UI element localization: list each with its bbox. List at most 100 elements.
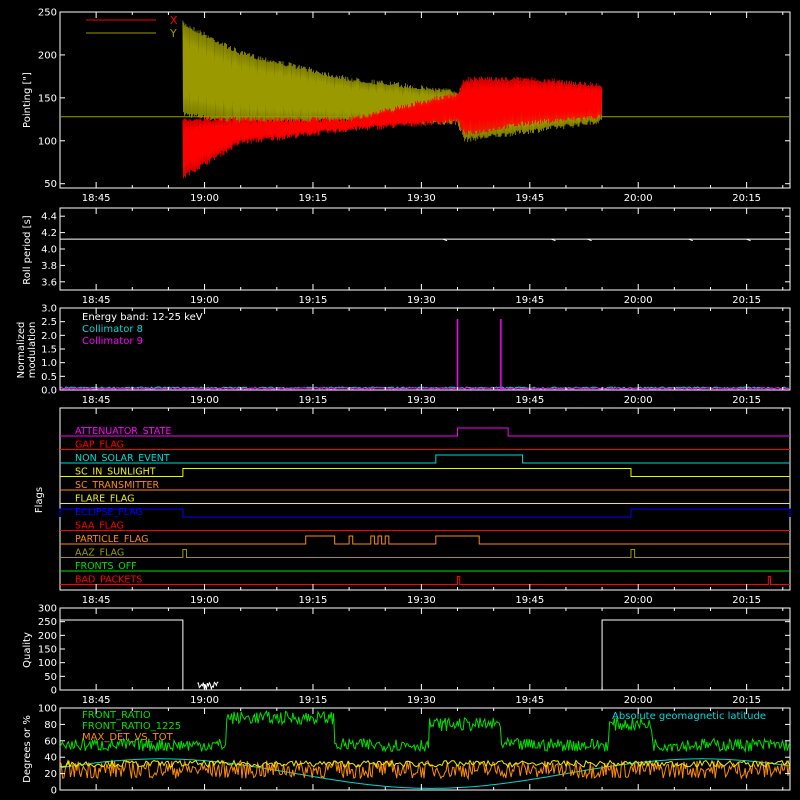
roll-period-glitch bbox=[587, 238, 592, 242]
x-tick-label: 19:15 bbox=[299, 695, 328, 706]
flag-line bbox=[60, 427, 790, 437]
pointing-ylabel: Pointing ["] bbox=[22, 72, 33, 128]
legend-y: Y bbox=[169, 27, 177, 40]
roll-period-glitch bbox=[688, 238, 693, 242]
legend-max-det: MAX_DET_VS_TOT bbox=[82, 732, 174, 743]
x-tick-label: 19:45 bbox=[515, 695, 544, 706]
legend-front-ratio-1225: FRONT_RATIO_1225 bbox=[82, 721, 181, 732]
roll-period-glitch bbox=[442, 238, 448, 242]
front-ratio-line bbox=[59, 709, 791, 754]
flag-label: SC_IN_SUNLIGHT bbox=[75, 467, 156, 478]
quality-x-ticks: 18:45 19:00 19:15 19:30 19:45 20:00 20:15 bbox=[82, 695, 761, 706]
flag-label: ECLIPSE_FLAG bbox=[75, 507, 143, 518]
y-tick-label: 0.0 bbox=[41, 386, 57, 397]
x-tick-label: 20:15 bbox=[732, 395, 761, 406]
x-tick-label: 19:00 bbox=[190, 695, 219, 706]
degrees-y-ticks: 0 20 40 60 80 100 bbox=[38, 704, 790, 797]
x-tick-label: 20:00 bbox=[624, 695, 653, 706]
y-tick-label: 2.0 bbox=[41, 331, 57, 342]
roll-period-x-ticks: 18:45 19:00 19:15 19:30 19:45 20:00 20:15 bbox=[82, 295, 761, 306]
x-tick-label: 18:45 bbox=[82, 395, 111, 406]
degrees-data bbox=[59, 709, 791, 789]
x-tick-label: 20:15 bbox=[732, 595, 761, 606]
x-tick-label: 19:00 bbox=[190, 193, 219, 204]
quality-y-ticks: 0 50 100 150 200 250 300 bbox=[38, 604, 790, 697]
x-tick-label: 19:30 bbox=[407, 395, 436, 406]
x-tick-label: 19:30 bbox=[407, 193, 436, 204]
modulation-ylabel-1: Normalized bbox=[16, 322, 27, 379]
quality-ylabel: Quality bbox=[22, 632, 33, 668]
flags-data: ATTENUATOR_STATE GAP_FLAG NON_SOLAR_EVENT S… bbox=[59, 426, 791, 586]
roll-period-data bbox=[60, 238, 790, 242]
x-tick-label: 18:45 bbox=[82, 695, 111, 706]
modulation-x-ticks: 18:45 19:00 19:15 19:30 19:45 20:00 20:15 bbox=[82, 395, 761, 406]
y-tick-label: 3.0 bbox=[41, 304, 57, 315]
y-tick-label: 3.6 bbox=[41, 277, 57, 288]
y-tick-label: 4.0 bbox=[41, 245, 57, 256]
y-tick-label: 40 bbox=[44, 753, 57, 764]
y-tick-label: 4.2 bbox=[41, 228, 57, 239]
x-tick-label: 18:45 bbox=[82, 595, 111, 606]
x-tick-label: 19:00 bbox=[190, 595, 219, 606]
flag-line bbox=[60, 468, 790, 477]
y-tick-label: 4.4 bbox=[41, 212, 57, 223]
flags-panel: ATTENUATOR_STATE GAP_FLAG NON_SOLAR_EVENT S… bbox=[34, 407, 791, 606]
modulation-ylabel-2: modulation bbox=[27, 322, 38, 379]
y-tick-label: 2.5 bbox=[41, 317, 57, 328]
x-tick-label: 20:15 bbox=[732, 695, 761, 706]
x-tick-label: 19:00 bbox=[190, 395, 219, 406]
y-tick-label: 100 bbox=[38, 704, 57, 715]
x-tick-marks bbox=[59, 12, 784, 188]
modulation-y-ticks: 0.0 0.5 1.0 1.5 2.0 2.5 3.0 bbox=[41, 304, 790, 397]
legend-front-ratio: FRONT_RATIO bbox=[82, 710, 151, 721]
roll-period-panel: 3.6 3.8 4.0 4.2 4.4 18:45 19:00 19:15 19:30 19:4… bbox=[22, 207, 791, 306]
flag-label: PARTICLE_FLAG bbox=[75, 534, 148, 545]
flag-label: SAA_FLAG bbox=[75, 521, 124, 532]
x-tick-label: 19:30 bbox=[407, 595, 436, 606]
max-det-line bbox=[59, 759, 790, 781]
x-tick-marks bbox=[59, 608, 784, 690]
flag-label: BAD_PACKETS bbox=[75, 575, 142, 586]
quality-line bbox=[60, 619, 790, 691]
x-tick-label: 19:45 bbox=[515, 395, 544, 406]
y-tick-label: 150 bbox=[38, 645, 57, 656]
y-tick-label: 80 bbox=[44, 720, 57, 731]
degrees-ylabel: Degrees or % bbox=[22, 715, 33, 783]
flag-label: ATTENUATOR_STATE bbox=[75, 426, 171, 437]
y-tick-label: 60 bbox=[44, 736, 57, 747]
flag-line bbox=[60, 535, 790, 545]
y-tick-label: 0.5 bbox=[41, 372, 57, 383]
y-tick-label: 250 bbox=[38, 617, 57, 628]
y-tick-label: 250 bbox=[38, 8, 57, 19]
x-tick-label: 20:00 bbox=[624, 395, 653, 406]
roll-period-y-ticks: 3.6 3.8 4.0 4.2 4.4 bbox=[41, 212, 790, 288]
roll-period-ylabel: Roll period [s] bbox=[22, 215, 33, 284]
pointing-panel: 50 100 150 200 250 18:45 19:00 19:15 19:30 19:45… bbox=[22, 8, 791, 204]
pointing-y-ticks: 50 100 150 200 250 bbox=[38, 8, 790, 190]
x-tick-label: 19:15 bbox=[299, 295, 328, 306]
quality-data bbox=[60, 619, 790, 691]
flag-label: FLARE_FLAG bbox=[75, 494, 135, 505]
y-tick-label: 200 bbox=[38, 631, 57, 642]
y-tick-label: 100 bbox=[38, 658, 57, 669]
roll-period-glitch bbox=[551, 238, 556, 242]
x-tick-label: 19:00 bbox=[190, 295, 219, 306]
flags-x-ticks: 18:45 19:00 19:15 19:30 19:45 20:00 20:15 bbox=[82, 595, 761, 606]
x-tick-label: 19:30 bbox=[407, 295, 436, 306]
modulation-legend-title: Energy band: 12-25 keV bbox=[82, 312, 203, 323]
x-tick-label: 19:15 bbox=[299, 395, 328, 406]
quality-noise bbox=[197, 681, 219, 691]
y-tick-label: 20 bbox=[44, 769, 57, 780]
x-tick-label: 19:15 bbox=[299, 193, 328, 204]
flag-label: GAP_FLAG bbox=[75, 440, 124, 451]
pointing-data bbox=[60, 20, 790, 179]
x-tick-label: 20:00 bbox=[624, 295, 653, 306]
x-tick-marks bbox=[59, 708, 784, 790]
pointing-series-X bbox=[182, 76, 603, 179]
yellow-line bbox=[59, 759, 791, 769]
x-tick-marks bbox=[59, 308, 784, 390]
degrees-panel: 0 20 40 60 80 100 Degrees or % FRONT_RATIO FR… bbox=[22, 704, 791, 797]
modulation-data bbox=[59, 318, 790, 390]
